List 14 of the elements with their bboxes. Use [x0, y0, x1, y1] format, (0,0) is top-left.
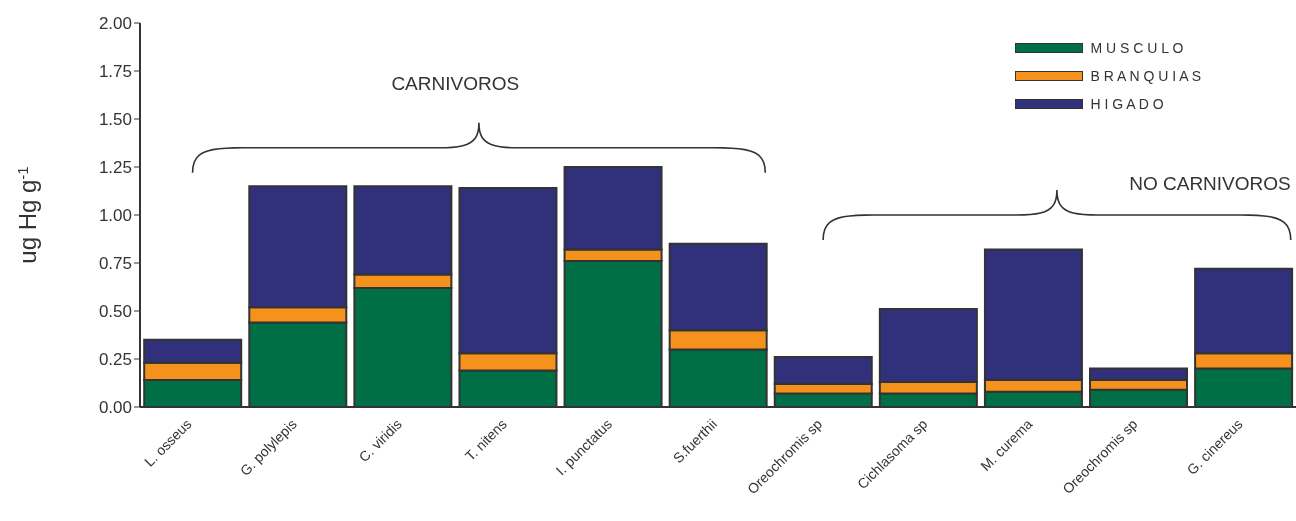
annotation: CARNIVOROS — [391, 73, 520, 95]
y-tick-label: 0.50 — [98, 302, 132, 322]
annotation: NO CARNIVOROS — [1129, 173, 1291, 195]
y-tick-label: 1.75 — [98, 62, 132, 82]
y-tick-label: 1.50 — [98, 110, 132, 130]
y-tick-label: 1.25 — [98, 158, 132, 178]
legend-label: M U S C U L O — [1090, 40, 1184, 56]
y-tick-label: 0.25 — [98, 350, 132, 370]
y-tick-label: 0.00 — [98, 398, 132, 418]
y-tick-label: 1.00 — [98, 206, 132, 226]
y-tick-label: 0.75 — [98, 254, 132, 274]
y-tick-label: 2.00 — [98, 14, 132, 34]
legend-label: H I G A D O — [1090, 96, 1164, 112]
legend-label: B R A N Q U I A S — [1090, 68, 1201, 84]
